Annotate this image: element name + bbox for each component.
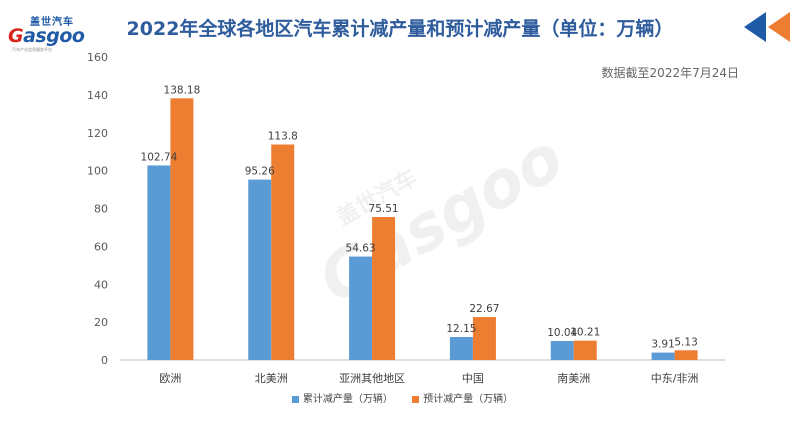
- bar-2: [472, 317, 496, 360]
- data-label: 54.63: [346, 243, 376, 255]
- data-label: 113.8: [268, 130, 298, 142]
- data-label: 22.67: [469, 303, 499, 315]
- legend-label-series2: 预计减产量（万辆）: [423, 394, 514, 405]
- legend-item-series2: 预计减产量（万辆）: [412, 390, 513, 405]
- data-label: 3.91: [651, 339, 674, 351]
- back-arrow-icon: [744, 12, 790, 42]
- y-tick-label: 40: [94, 278, 108, 291]
- y-tick-label: 120: [87, 127, 108, 140]
- data-label: 5.13: [674, 336, 697, 348]
- data-label: 138.18: [164, 84, 201, 96]
- logo-cn-text: 盖世汽车: [30, 17, 74, 28]
- y-tick-label: 140: [87, 89, 108, 102]
- data-label: 10.21: [570, 327, 600, 339]
- x-tick-label: 中国: [462, 372, 484, 385]
- x-tick-label: 亚洲其他地区: [339, 372, 405, 385]
- legend-swatch-series1: [291, 395, 299, 403]
- x-tick-label: 南美洲: [557, 372, 590, 385]
- bar-1: [651, 352, 675, 360]
- watermark: 盖世汽车 Gasgoo: [307, 121, 576, 319]
- y-tick-label: 20: [94, 316, 108, 329]
- gasgoo-logo: 盖世汽车 Gasgoo 汽车产业信息服务平台: [8, 12, 108, 52]
- chart-title: 2022年全球各地区汽车累计减产量和预计减产量（单位：万辆）: [126, 18, 674, 40]
- y-tick-label: 80: [94, 203, 108, 216]
- y-tick-label: 160: [87, 51, 108, 64]
- logo-tagline: 汽车产业信息服务平台: [12, 47, 52, 52]
- legend: 累计减产量（万辆） 预计减产量（万辆）: [0, 390, 805, 405]
- data-date-note: 数据截至2022年7月24日: [601, 66, 739, 80]
- data-label: 10.04: [547, 327, 577, 339]
- x-tick-label: 北美洲: [255, 372, 288, 385]
- bar-1: [449, 336, 473, 360]
- legend-item-series1: 累计减产量（万辆）: [291, 390, 393, 405]
- y-tick-label: 60: [94, 240, 108, 253]
- data-label: 12.15: [446, 323, 476, 335]
- y-tick-label: 0: [101, 354, 108, 367]
- data-label: 95.26: [245, 166, 275, 178]
- x-tick-label: 欧洲: [159, 372, 181, 385]
- bar-1: [147, 165, 171, 360]
- legend-label-series1: 累计减产量（万辆）: [302, 394, 393, 405]
- bar-2: [271, 144, 295, 360]
- bar-1: [248, 179, 272, 360]
- y-tick-label: 100: [87, 165, 108, 178]
- legend-swatch-series2: [412, 395, 420, 403]
- bar-2: [372, 217, 396, 360]
- data-label: 102.74: [141, 151, 178, 163]
- data-label: 75.51: [369, 203, 399, 215]
- bar-2: [674, 350, 698, 360]
- bar-2: [170, 98, 194, 360]
- bar-1: [349, 256, 373, 360]
- logo-en-text: Gasgoo: [8, 25, 85, 47]
- bar-1: [550, 340, 574, 360]
- x-tick-label: 中东/非洲: [651, 372, 699, 385]
- bar-2: [573, 340, 597, 360]
